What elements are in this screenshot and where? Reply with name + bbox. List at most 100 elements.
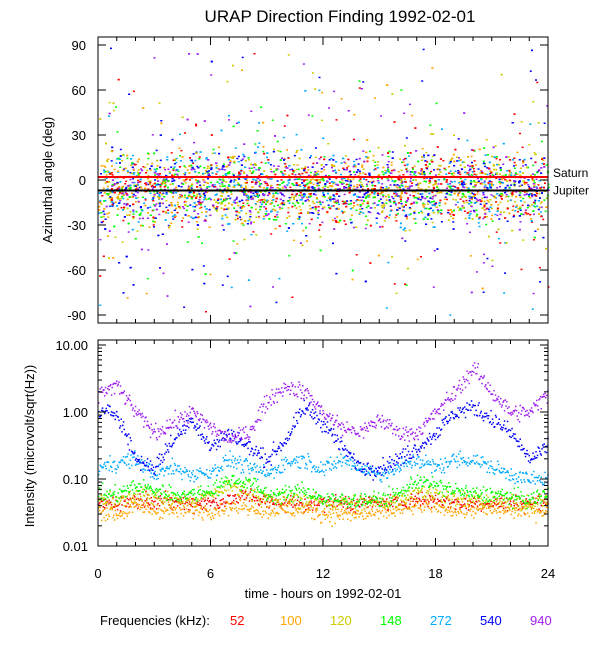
- scatter-point: [220, 201, 223, 203]
- scatter-point: [408, 229, 411, 232]
- scatter-point: [244, 182, 247, 184]
- scatter-point: [472, 186, 475, 188]
- scatter-point: [122, 193, 125, 195]
- scatter-point: [126, 194, 129, 196]
- scatter-point: [305, 235, 308, 237]
- scatter-point: [323, 158, 326, 161]
- scatter-point: [404, 283, 407, 285]
- scatter-point: [492, 146, 495, 149]
- scatter-point: [161, 183, 164, 185]
- scatter-point: [417, 160, 420, 163]
- scatter-point: [350, 222, 353, 224]
- scatter-point: [452, 198, 455, 201]
- scatter-point: [173, 163, 176, 165]
- scatter-point: [532, 201, 535, 204]
- scatter-point: [352, 202, 355, 204]
- scatter-point: [356, 204, 359, 206]
- scatter-point: [532, 205, 535, 207]
- scatter-point: [288, 215, 291, 217]
- scatter-point: [468, 211, 471, 213]
- scatter-point: [149, 167, 151, 170]
- scatter-point: [434, 202, 437, 205]
- scatter-point: [534, 202, 536, 205]
- scatter-point: [319, 224, 322, 226]
- scatter-point: [464, 178, 467, 181]
- scatter-point: [529, 213, 532, 216]
- scatter-point: [154, 205, 157, 207]
- scatter-point: [511, 193, 514, 195]
- scatter-point: [359, 196, 362, 198]
- scatter-point: [398, 207, 401, 210]
- scatter-point: [269, 203, 272, 205]
- scatter-point: [497, 228, 500, 231]
- scatter-point: [468, 231, 471, 234]
- scatter-point: [184, 166, 187, 169]
- scatter-point: [491, 220, 494, 223]
- scatter-point: [529, 197, 532, 199]
- scatter-point: [134, 190, 137, 193]
- scatter-point: [274, 215, 277, 218]
- scatter-point: [260, 173, 263, 175]
- scatter-point: [253, 166, 256, 169]
- scatter-point: [304, 90, 307, 92]
- scatter-point: [485, 208, 488, 210]
- scatter-point: [215, 201, 218, 203]
- scatter-point: [372, 196, 375, 199]
- scatter-point: [345, 168, 348, 171]
- scatter-point: [381, 187, 384, 189]
- scatter-point: [534, 206, 537, 208]
- scatter-point: [321, 221, 324, 224]
- scatter-point: [528, 193, 531, 195]
- scatter-point: [243, 188, 246, 190]
- scatter-point: [265, 210, 268, 212]
- scatter-point: [318, 158, 321, 160]
- scatter-point: [372, 202, 375, 205]
- scatter-point: [344, 162, 347, 165]
- scatter-point: [458, 182, 461, 184]
- scatter-point: [208, 170, 210, 172]
- scatter-point: [361, 166, 364, 168]
- scatter-point: [418, 196, 421, 199]
- scatter-point: [131, 181, 134, 184]
- scatter-point: [438, 204, 441, 207]
- scatter-point: [179, 133, 182, 136]
- scatter-point: [506, 220, 509, 222]
- scatter-point: [172, 218, 175, 220]
- scatter-point: [103, 213, 106, 215]
- scatter-point: [379, 226, 382, 228]
- scatter-point: [301, 172, 304, 175]
- scatter-point: [157, 234, 160, 237]
- scatter-point: [403, 164, 406, 167]
- scatter-point: [263, 193, 266, 196]
- scatter-point: [193, 141, 196, 144]
- reference-label-jupiter: Jupiter: [553, 184, 589, 198]
- scatter-point: [286, 114, 289, 117]
- scatter-point: [406, 187, 409, 190]
- scatter-point: [332, 182, 335, 185]
- scatter-point: [149, 183, 152, 185]
- scatter-point: [260, 206, 263, 208]
- scatter-point: [322, 178, 324, 180]
- scatter-point: [188, 185, 191, 188]
- scatter-point: [293, 169, 296, 172]
- scatter-point: [306, 240, 308, 242]
- scatter-point: [421, 197, 424, 199]
- scatter-point: [236, 157, 239, 160]
- scatter-point: [273, 148, 275, 151]
- scatter-point: [484, 173, 487, 175]
- scatter-point: [532, 183, 535, 185]
- scatter-point: [412, 218, 415, 220]
- scatter-point: [108, 197, 111, 199]
- scatter-point: [310, 171, 313, 174]
- scatter-point: [227, 208, 230, 210]
- scatter-point: [166, 295, 169, 297]
- scatter-point: [475, 173, 478, 176]
- scatter-point: [235, 210, 238, 212]
- scatter-point: [259, 186, 262, 188]
- scatter-point: [445, 173, 448, 175]
- scatter-point: [359, 181, 362, 183]
- scatter-point: [230, 193, 233, 195]
- scatter-point: [270, 186, 273, 189]
- scatter-point: [233, 181, 235, 183]
- scatter-point: [344, 223, 347, 225]
